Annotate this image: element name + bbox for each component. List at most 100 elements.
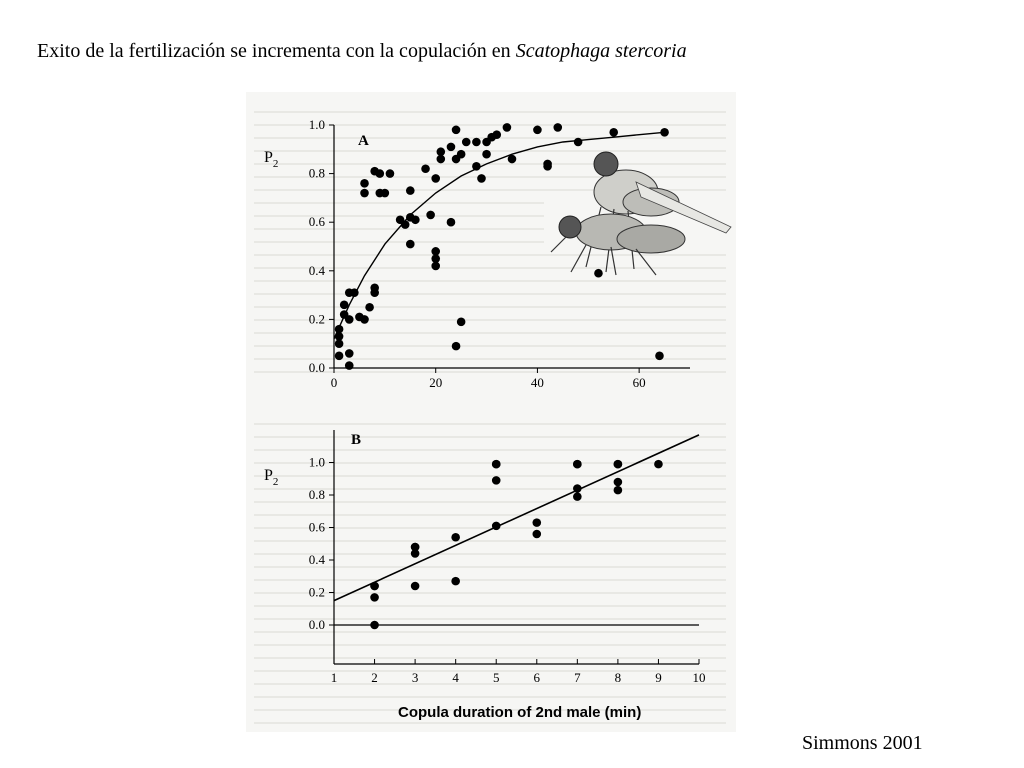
panel-b-xtick-label: 5 [493,670,500,685]
panel-b-ytick-label: 0.0 [309,617,325,632]
panel-a-point [334,324,344,334]
panel-b-ytick-label: 0.2 [309,585,325,600]
panel-b-point [410,549,420,558]
panel-a-ytick-label: 0.8 [309,166,325,181]
panel-a-point [446,217,456,227]
panel-b-point [370,581,379,591]
panel-b-xtick-label: 8 [615,670,622,685]
panel-a-point [380,188,390,198]
panel-a-point [365,302,374,312]
panel-a-xtick-label: 60 [633,375,646,390]
panel-b-xlabel: Copula duration of 2nd male (min) [398,704,641,721]
panel-a-point [431,261,441,271]
slide-title: Exito de la fertilización se incrementa … [37,40,687,63]
panel-a-point [431,247,441,256]
panel-a-point [451,125,461,135]
panel-b-xtick-label: 1 [331,670,338,685]
panel-a-ytick-label: 0.6 [309,214,326,229]
panel-b-xtick-label: 9 [655,670,662,685]
panel-a-point [421,164,430,174]
panel-b-point [573,492,582,501]
panel-a-point [456,149,466,159]
panel-b-xtick-label: 2 [371,670,378,685]
panel-b-point [613,477,623,487]
panel-a-point [507,154,517,164]
panel-a-point [446,142,456,152]
panel-b-point [654,459,663,469]
panel-b: B P2 0.0 0.2 0.4 0.6 0.8 1.0 1 2 3 4 5 6 7 8 9 10 Copu… [264,430,706,721]
panel-a-point [594,268,603,278]
panel-a-point [339,300,349,310]
figure-panel: A P2 0.0 0.2 0.4 0.6 0.8 1.0 0 20 40 60 [246,92,736,732]
panel-a-fit-curve [333,131,665,340]
panel-b-point [573,484,582,493]
panel-a: A P2 0.0 0.2 0.4 0.6 0.8 1.0 0 20 40 60 [264,117,734,390]
panel-a-point [436,147,446,157]
panel-b-point [532,529,542,539]
panel-a-point [405,239,415,249]
panel-b-point [370,593,379,602]
panel-a-point [472,162,481,171]
panel-a-point [334,351,344,361]
panel-b-ytick-label: 0.4 [309,552,326,567]
scatter-figure: A P2 0.0 0.2 0.4 0.6 0.8 1.0 0 20 40 60 [254,111,734,724]
panel-b-ylabel: P2 [264,467,278,488]
panel-b-point [491,459,501,469]
panel-a-point [375,169,385,178]
panel-a-point [385,169,395,178]
panel-a-point [492,130,502,140]
panel-a-ytick-label: 1.0 [309,117,325,132]
panel-b-point [491,476,501,485]
panel-b-point [451,532,460,542]
scanned-text-background [254,111,726,724]
panel-b-ytick-label: 0.8 [309,487,325,502]
panel-a-point [502,123,512,132]
ylabel-subscript: 2 [273,476,279,488]
panel-a-ylabel: P2 [264,149,278,170]
panel-a-point [344,315,354,324]
panel-b-point [573,459,582,469]
panel-a-point [370,283,379,293]
panel-b-point [613,459,623,469]
panel-a-point [553,123,563,132]
credit: Simmons 2001 [802,732,923,754]
panel-a-ytick-label: 0.0 [309,360,325,375]
panel-a-point [461,137,471,147]
panel-b-point [410,542,420,552]
panel-a-point [431,254,441,263]
panel-a-xtick-label: 40 [531,375,544,390]
panel-a-point [360,179,369,188]
panel-a-label: A [358,133,369,149]
panel-a-point [451,341,461,351]
panel-b-point [370,620,379,630]
panel-b-point [532,518,542,527]
panel-a-point [360,188,369,198]
panel-b-fit-line [333,434,700,602]
panel-a-point [426,210,435,220]
title-species: Scatophaga stercoria [515,40,687,62]
fly-pair-illustration [544,151,734,276]
panel-a-point [477,174,486,183]
panel-b-point [613,485,623,495]
panel-b-xtick-label: 6 [534,670,541,685]
panel-b-xtick-label: 4 [452,670,459,685]
panel-b-point [410,581,420,591]
panel-a-point [334,332,344,341]
title-prefix: Exito de la fertilización se incrementa … [37,40,516,62]
panel-a-point [431,174,441,183]
panel-a-point [533,125,542,135]
panel-a-point [344,361,354,370]
ylabel-subscript: 2 [273,158,279,170]
panel-a-point [472,137,481,147]
panel-b-label: B [351,432,361,448]
panel-a-point [411,215,420,225]
panel-a-point [400,220,410,229]
panel-a-point [344,349,354,358]
panel-b-xtick-label: 10 [693,670,706,685]
panel-b-point [451,576,460,586]
panel-a-point [660,127,669,137]
panel-a-point [482,149,491,159]
panel-b-ytick-label: 1.0 [309,455,325,470]
panel-a-point [360,315,369,324]
panel-a-point [436,154,446,164]
